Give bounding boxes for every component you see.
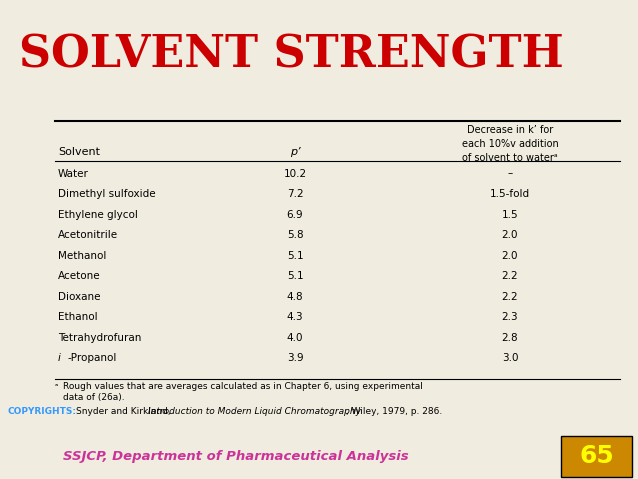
Text: 10.2: 10.2 <box>283 169 307 179</box>
Text: p’: p’ <box>290 147 300 157</box>
Text: Solvent: Solvent <box>58 147 100 157</box>
Text: Rough values that are averages calculated as in Chapter 6, using experimental
da: Rough values that are averages calculate… <box>63 381 423 402</box>
Text: Acetonitrile: Acetonitrile <box>58 230 118 240</box>
Text: –: – <box>507 169 512 179</box>
Text: Dimethyl sulfoxide: Dimethyl sulfoxide <box>58 189 156 199</box>
Text: Ethylene glycol: Ethylene glycol <box>58 209 138 219</box>
Text: COPYRIGHTS:: COPYRIGHTS: <box>8 407 77 415</box>
Text: Acetone: Acetone <box>58 271 101 281</box>
Text: 7.2: 7.2 <box>286 189 303 199</box>
Text: 2.8: 2.8 <box>501 332 518 342</box>
Text: , Wiley, 1979, p. 286.: , Wiley, 1979, p. 286. <box>346 407 442 415</box>
Text: -Propanol: -Propanol <box>67 353 116 363</box>
Text: 2.0: 2.0 <box>501 230 518 240</box>
Text: 65: 65 <box>579 444 614 468</box>
Text: SSJCP, Department of Pharmaceutical Analysis: SSJCP, Department of Pharmaceutical Anal… <box>63 450 409 463</box>
Text: Snyder and Kirkland,: Snyder and Kirkland, <box>76 407 174 415</box>
Text: Tetrahydrofuran: Tetrahydrofuran <box>58 332 142 342</box>
Text: Decrease in k’ for
each 10%v addition
of solvent to waterᵃ: Decrease in k’ for each 10%v addition of… <box>462 125 558 162</box>
Text: SOLVENT STRENGTH: SOLVENT STRENGTH <box>19 34 564 77</box>
Text: ᵃ: ᵃ <box>55 381 58 390</box>
Text: Ethanol: Ethanol <box>58 312 98 322</box>
Text: 3.9: 3.9 <box>286 353 303 363</box>
Text: 2.0: 2.0 <box>501 251 518 261</box>
Text: 3.0: 3.0 <box>501 353 518 363</box>
Text: 1.5: 1.5 <box>501 209 518 219</box>
Text: 4.3: 4.3 <box>286 312 303 322</box>
Text: 5.8: 5.8 <box>286 230 303 240</box>
Text: 2.3: 2.3 <box>501 312 518 322</box>
Text: i: i <box>58 353 61 363</box>
Text: 5.1: 5.1 <box>286 251 303 261</box>
Text: 2.2: 2.2 <box>501 271 518 281</box>
FancyBboxPatch shape <box>561 436 632 477</box>
Text: Introduction to Modern Liquid Chromatography: Introduction to Modern Liquid Chromatogr… <box>148 407 361 415</box>
Text: Methanol: Methanol <box>58 251 107 261</box>
Text: 2.2: 2.2 <box>501 292 518 302</box>
Text: 4.8: 4.8 <box>286 292 303 302</box>
Text: 4.0: 4.0 <box>286 332 303 342</box>
Text: Water: Water <box>58 169 89 179</box>
Text: 6.9: 6.9 <box>286 209 303 219</box>
Text: Dioxane: Dioxane <box>58 292 101 302</box>
Text: 5.1: 5.1 <box>286 271 303 281</box>
Text: 1.5-fold: 1.5-fold <box>490 189 530 199</box>
